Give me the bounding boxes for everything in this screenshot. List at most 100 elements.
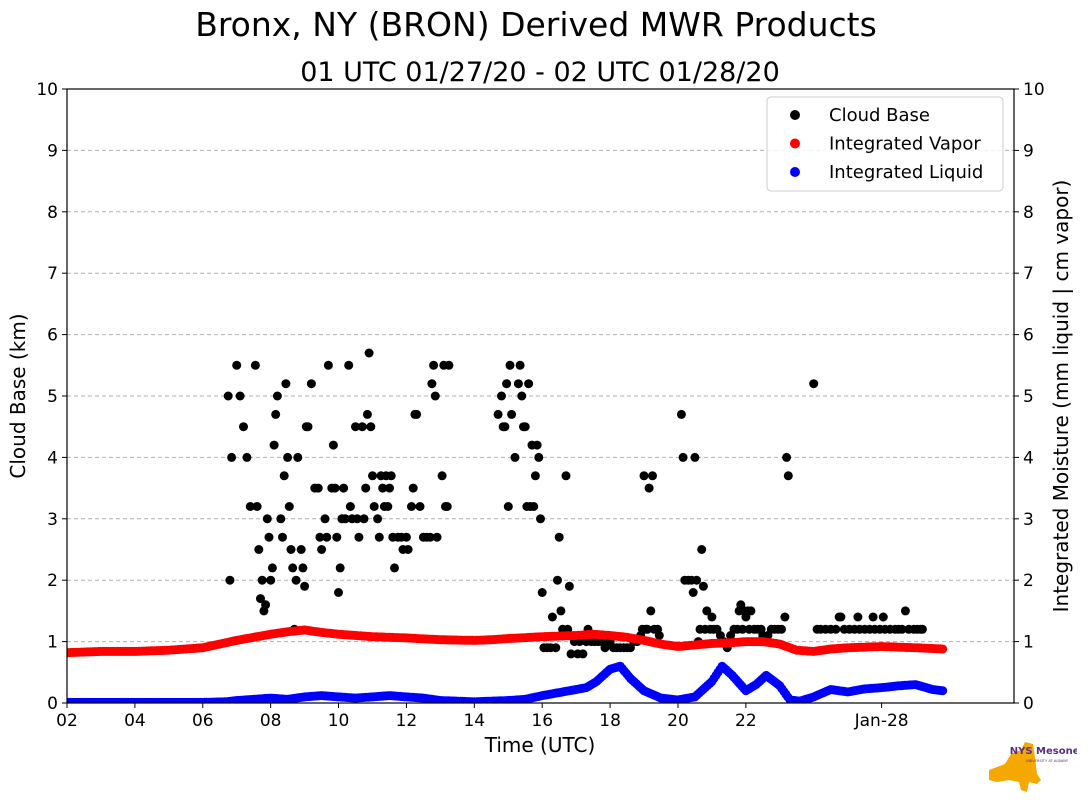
y-tick-label-right: 0 <box>1023 694 1034 714</box>
y-tick-label-right: 1 <box>1023 633 1034 653</box>
y-tick-label-right: 2 <box>1023 571 1034 591</box>
cloud-base-point <box>351 422 360 432</box>
cloud-base-point <box>252 502 262 511</box>
cloud-base-point <box>317 545 327 554</box>
cloud-base-point <box>537 588 547 597</box>
cloud-base-point <box>831 624 841 634</box>
cloud-base-point <box>780 612 790 622</box>
cloud-base-point <box>354 532 364 542</box>
y-tick-label-left: 5 <box>47 387 58 407</box>
x-tick-label: 06 <box>192 711 214 731</box>
cloud-base-point <box>378 483 388 493</box>
cloud-base-point <box>502 379 512 389</box>
cloud-base-point <box>836 612 846 622</box>
cloud-base-point <box>293 452 303 462</box>
cloud-base-point <box>510 452 520 462</box>
cloud-base-point <box>507 409 517 419</box>
cloud-base-point <box>566 649 576 659</box>
cloud-base-point <box>900 606 910 616</box>
cloud-base-point <box>442 502 452 511</box>
cloud-base-point <box>332 532 342 542</box>
cloud-base-point <box>339 483 349 493</box>
cloud-base-point <box>269 440 279 450</box>
cloud-base-point <box>408 483 418 493</box>
cloud-base-point <box>256 594 265 604</box>
cloud-base-point <box>578 649 588 659</box>
cloud-base-point <box>547 612 557 622</box>
cloud-base-point <box>264 532 274 542</box>
cloud-base-point <box>267 563 277 573</box>
legend-marker-integrated-vapor <box>790 138 800 149</box>
cloud-base-point <box>917 624 927 634</box>
cloud-base-point <box>644 483 654 493</box>
cloud-base-point <box>364 348 374 358</box>
cloud-base-point <box>368 471 377 481</box>
x-tick-label: Jan-28 <box>854 711 909 731</box>
cloud-base-point <box>403 545 413 554</box>
cloud-base-point <box>334 588 343 597</box>
legend-box <box>766 96 1004 192</box>
cloud-base-point <box>300 581 310 591</box>
cloud-base-point <box>520 422 530 432</box>
y-tick-label-right: 7 <box>1023 264 1034 284</box>
cloud-base-point <box>225 575 235 585</box>
y-tick-label-left: 6 <box>47 326 58 346</box>
cloud-base-point <box>809 379 819 389</box>
cloud-base-point <box>362 409 372 419</box>
legend-marker-integrated-liquid <box>790 167 800 177</box>
cloud-base-point <box>429 360 439 370</box>
cloud-base-point <box>497 391 506 401</box>
x-ticks: 02 04 06 08 10 12 14 16 18 20 22 Jan-28 <box>56 703 909 731</box>
cloud-base-point <box>600 643 610 653</box>
cloud-base-point <box>412 409 422 419</box>
cloud-base-point <box>534 452 544 462</box>
cloud-base-point <box>288 563 298 573</box>
cloud-base-point <box>357 422 367 432</box>
legend-label-integrated-liquid: Integrated Liquid <box>829 162 983 183</box>
cloud-base-point <box>678 452 688 462</box>
cloud-base-point <box>298 563 308 573</box>
cloud-base-point <box>284 502 294 511</box>
cloud-base-point <box>323 360 333 370</box>
cloud-base-point <box>868 612 878 622</box>
cloud-base-point <box>272 391 282 401</box>
cloud-base-point <box>702 606 712 616</box>
cloud-base-point <box>223 391 233 401</box>
cloud-base-point <box>291 575 301 585</box>
cloud-base-point <box>227 452 237 462</box>
cloud-base-point <box>515 360 525 370</box>
y-tick-label-left: 9 <box>47 141 58 161</box>
cloud-base-point <box>366 422 376 432</box>
cloud-base-point <box>783 471 793 481</box>
y-tick-label-left: 2 <box>47 571 58 591</box>
data-points <box>67 348 948 703</box>
cloud-base-point <box>642 624 652 634</box>
x-tick-label: 04 <box>124 711 146 731</box>
cloud-base-point <box>530 471 540 481</box>
cloud-base-point <box>390 563 399 573</box>
cloud-base-point <box>330 483 340 493</box>
cloud-base-point <box>698 581 708 591</box>
gridlines <box>67 149 1014 643</box>
y-tick-label-right: 8 <box>1023 203 1034 223</box>
cloud-base-point <box>322 532 332 542</box>
nys-mesonet-logo: NYS Mesonet UNIVERSITY AT ALBANY <box>985 740 1084 796</box>
series-layer <box>67 348 948 703</box>
cloud-base-point <box>553 575 562 585</box>
cloud-base-point <box>500 422 510 432</box>
cloud-base-point <box>639 471 649 481</box>
cloud-base-point <box>897 624 907 634</box>
cloud-base-point <box>676 409 686 419</box>
cloud-base-point <box>369 502 379 511</box>
cloud-base-point <box>335 563 345 573</box>
x-tick-label: 22 <box>735 711 757 731</box>
cloud-base-point <box>303 422 313 432</box>
y-tick-label-left: 8 <box>47 203 58 223</box>
cloud-base-point <box>313 483 323 493</box>
x-tick-label: 08 <box>260 711 282 731</box>
cloud-base-point <box>427 379 437 389</box>
cloud-base-point <box>306 379 316 389</box>
cloud-base-point <box>688 588 698 597</box>
cloud-base-point <box>242 452 252 462</box>
